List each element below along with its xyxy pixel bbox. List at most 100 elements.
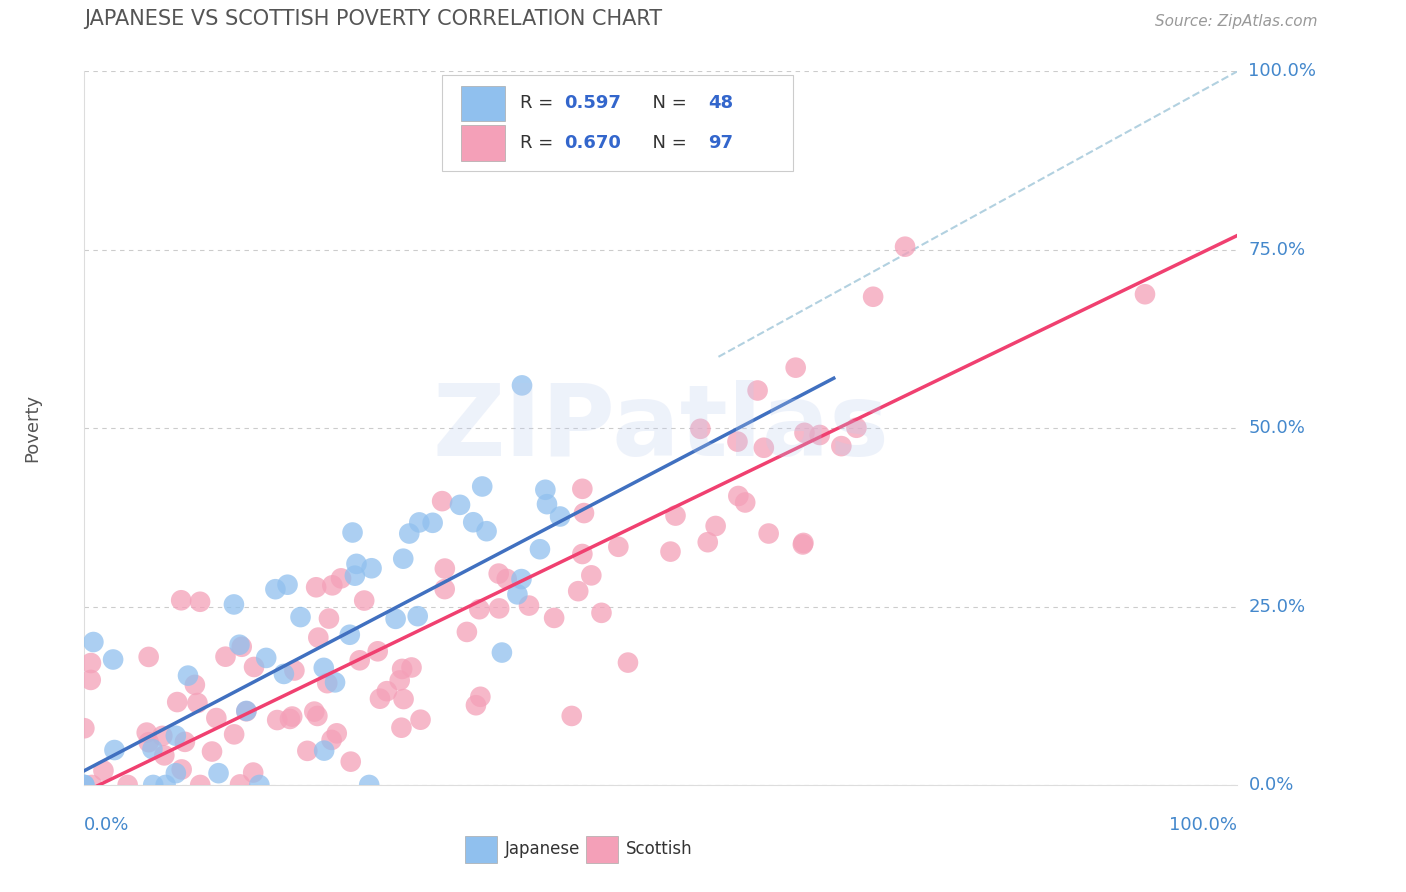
Point xyxy=(80,778,103,792)
Point xyxy=(360,561,382,575)
Point xyxy=(321,578,343,592)
Point xyxy=(433,582,456,596)
Point xyxy=(278,712,301,726)
Text: Scottish: Scottish xyxy=(626,840,693,858)
Point xyxy=(433,561,456,575)
Text: 100.0%: 100.0% xyxy=(1170,815,1237,833)
Bar xyxy=(461,86,505,121)
Point xyxy=(607,540,630,554)
Point xyxy=(264,582,287,597)
Point xyxy=(155,778,177,792)
Point xyxy=(290,610,312,624)
Point xyxy=(430,494,453,508)
Point xyxy=(391,662,413,676)
Point xyxy=(465,698,488,713)
Point xyxy=(307,631,329,645)
Point xyxy=(101,652,124,666)
Point xyxy=(229,777,252,791)
Point xyxy=(488,566,510,581)
Point xyxy=(830,439,852,453)
Point xyxy=(808,428,831,442)
Point xyxy=(305,580,328,594)
Point xyxy=(727,434,749,449)
Point xyxy=(117,778,139,792)
Point xyxy=(138,735,160,749)
Point xyxy=(785,360,807,375)
Point xyxy=(304,705,326,719)
Text: 48: 48 xyxy=(709,95,733,112)
Point xyxy=(392,692,415,706)
Point xyxy=(153,748,176,763)
Point xyxy=(173,735,195,749)
Point xyxy=(422,516,444,530)
Text: N =: N = xyxy=(641,134,693,152)
Point xyxy=(543,611,565,625)
Point xyxy=(73,721,96,735)
Point xyxy=(475,524,498,539)
Point xyxy=(534,483,557,497)
Point xyxy=(792,536,814,550)
Point xyxy=(93,764,115,778)
Point xyxy=(346,557,368,571)
Point xyxy=(316,676,339,690)
Text: 25.0%: 25.0% xyxy=(1249,598,1306,615)
Point xyxy=(318,611,340,625)
Text: Poverty: Poverty xyxy=(24,394,42,462)
Point xyxy=(184,678,207,692)
Point xyxy=(277,578,299,592)
Point xyxy=(758,526,780,541)
Point xyxy=(330,571,353,585)
Point xyxy=(82,635,104,649)
Point xyxy=(398,526,420,541)
Point xyxy=(862,290,884,304)
Point xyxy=(254,651,277,665)
Point xyxy=(142,778,165,792)
Point xyxy=(664,508,686,523)
Point xyxy=(186,696,208,710)
Point xyxy=(463,515,485,529)
Point xyxy=(470,690,492,704)
Point xyxy=(747,384,769,398)
Bar xyxy=(461,125,505,161)
Text: ZIPatlas: ZIPatlas xyxy=(433,380,889,476)
Point xyxy=(571,482,593,496)
Point xyxy=(224,727,246,741)
Point xyxy=(548,509,571,524)
Point xyxy=(529,542,551,557)
Point xyxy=(617,656,640,670)
Point xyxy=(150,729,173,743)
Point xyxy=(536,497,558,511)
Point xyxy=(367,644,389,658)
Point xyxy=(491,646,513,660)
Point xyxy=(323,675,346,690)
Point xyxy=(73,778,96,792)
Point xyxy=(581,568,603,582)
Point xyxy=(170,763,193,777)
Point xyxy=(177,668,200,682)
Text: Source: ZipAtlas.com: Source: ZipAtlas.com xyxy=(1156,13,1317,29)
Point xyxy=(312,661,335,675)
FancyBboxPatch shape xyxy=(441,75,793,171)
Point xyxy=(368,691,391,706)
Point xyxy=(449,498,471,512)
Point xyxy=(359,778,381,792)
Point xyxy=(572,506,595,520)
Point xyxy=(517,599,540,613)
Point xyxy=(339,755,361,769)
Point xyxy=(343,568,366,582)
Point xyxy=(281,709,304,723)
Point xyxy=(80,673,103,687)
Point xyxy=(506,587,529,601)
Point xyxy=(243,660,266,674)
Point xyxy=(591,606,613,620)
Point xyxy=(138,649,160,664)
Point xyxy=(314,743,336,757)
Point xyxy=(170,593,193,607)
Point xyxy=(135,725,157,739)
Point xyxy=(242,765,264,780)
Point xyxy=(734,495,756,509)
Point xyxy=(103,743,125,757)
Point xyxy=(567,584,589,599)
Point xyxy=(342,525,364,540)
Point xyxy=(235,704,257,718)
